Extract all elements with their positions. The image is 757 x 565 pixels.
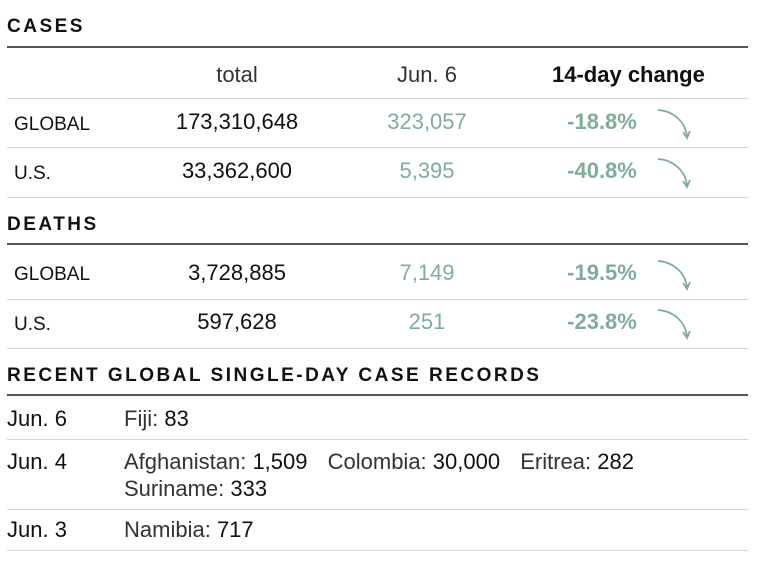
record-item: Afghanistan: 1,509 [124,449,308,474]
change-value: -19.5% [567,260,637,285]
cases-row-us: U.S. 33,362,600 5,395 -40.8% [7,148,748,198]
deaths-row-global: GLOBAL 3,728,885 7,149 -19.5% [7,245,748,300]
record-item: Namibia: 717 [124,517,254,542]
change-value: -18.8% [567,109,637,134]
region-label: U.S. [14,314,51,335]
records-heading: RECENT GLOBAL SINGLE-DAY CASE RECORDS [7,365,748,396]
today-value: 7,149 [399,260,455,285]
record-date: Jun. 4 [7,449,67,474]
region-label: U.S. [14,163,51,184]
record-list: Afghanistan: 1,509 Colombia: 30,000 Erit… [124,448,734,502]
deaths-row-us: U.S. 597,628 251 -23.8% [7,300,748,349]
column-header-today: Jun. 6 [397,62,457,87]
column-header-total: total [216,62,258,87]
down-curve-arrow-icon [657,260,691,291]
record-date: Jun. 3 [7,517,67,542]
region-label: GLOBAL [14,264,91,285]
record-item: Eritrea: 282 [520,449,634,474]
cases-column-headers: total Jun. 6 14-day change [7,48,748,99]
record-row: Jun. 4 Afghanistan: 1,509 Colombia: 30,0… [7,440,748,510]
record-list: Fiji: 83 [124,405,734,432]
record-row: Jun. 6 Fiji: 83 [7,396,748,440]
total-value: 173,310,648 [175,109,299,134]
record-item: Colombia: 30,000 [327,449,501,474]
column-header-change: 14-day change [552,62,705,87]
down-curve-arrow-icon [657,109,691,140]
record-item: Suriname: 333 [124,476,268,501]
record-date: Jun. 6 [7,406,67,431]
record-item: Fiji: 83 [124,406,189,431]
total-value: 3,728,885 [188,260,286,285]
today-value: 251 [408,309,446,334]
cases-heading: CASES [7,16,748,48]
deaths-heading: DEATHS [7,214,748,245]
cases-row-global: GLOBAL 173,310,648 323,057 -18.8% [7,99,748,148]
today-value: 5,395 [399,158,455,183]
today-value: 323,057 [387,109,467,134]
down-curve-arrow-icon [657,158,691,189]
total-value: 33,362,600 [181,158,293,183]
total-value: 597,628 [197,309,277,334]
record-row: Jun. 3 Namibia: 717 [7,510,748,551]
record-list: Namibia: 717 [124,516,734,543]
change-value: -23.8% [567,309,637,334]
down-curve-arrow-icon [657,309,691,340]
change-value: -40.8% [567,158,637,183]
region-label: GLOBAL [14,114,91,135]
